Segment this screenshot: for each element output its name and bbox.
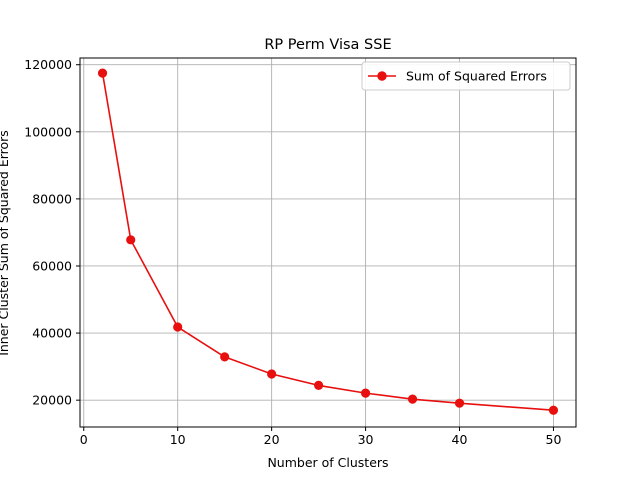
data-point[interactable] [360,388,371,398]
data-point[interactable] [97,68,108,78]
y-tick-label: 20000 [32,393,72,408]
x-tick-label: 30 [358,432,374,447]
data-point[interactable] [220,352,230,362]
data-point[interactable] [407,394,418,404]
ticks: 0 10 20 30 40 50 20000 40000 60000 80000 100000 120… [24,57,561,447]
axes-frame [79,57,577,428]
data-point[interactable] [126,235,136,245]
x-axis-label: Number of Clusters [267,455,388,470]
grid [80,58,576,427]
data-point[interactable] [267,369,277,379]
y-tick-label: 120000 [24,57,72,72]
series-line [101,72,554,412]
x-tick-label: 10 [170,432,186,447]
data-point[interactable] [548,405,559,415]
y-tick-label: 60000 [32,258,72,273]
x-tick-label: 20 [264,432,280,447]
chart-title: RP Perm Visa SSE [264,37,391,53]
y-tick-label: 80000 [32,191,72,206]
data-point[interactable] [314,380,324,391]
plot-area [97,68,559,415]
x-tick-label: 0 [80,432,88,447]
y-tick-label: 100000 [24,124,72,139]
y-tick-label: 40000 [32,326,72,341]
legend-label: Sum of Squared Errors [406,69,547,84]
legend-box [361,61,571,91]
x-tick-label: 50 [546,432,562,447]
data-point[interactable] [454,398,465,408]
data-point[interactable] [173,322,183,332]
legend-marker-swatch [377,71,387,81]
legend[interactable]: Sum of Squared Errors [361,61,571,91]
y-axis-label: Inner Cluster Sum of Squared Errors [0,130,11,356]
x-tick-label: 40 [452,432,468,447]
